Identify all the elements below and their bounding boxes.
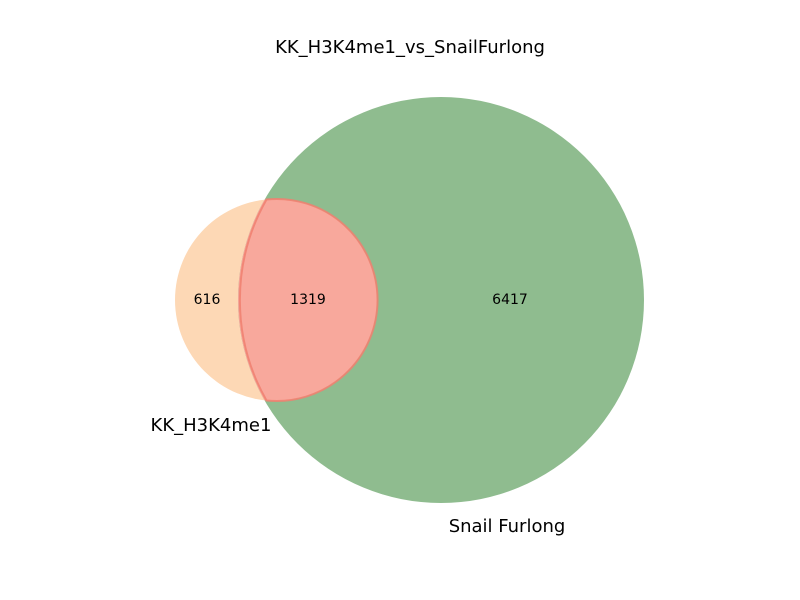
intersection-outline: [238, 198, 379, 402]
region-count-a-only: 616: [194, 292, 221, 308]
set-a-label: KK_H3K4me1: [151, 415, 272, 436]
chart-title: KK_H3K4me1_vs_SnailFurlong: [275, 37, 545, 58]
region-count-intersection: 1319: [290, 292, 326, 308]
set-b-label: Snail Furlong: [449, 516, 566, 537]
set-b-circle: [238, 97, 644, 503]
region-count-b-only: 6417: [492, 292, 528, 308]
